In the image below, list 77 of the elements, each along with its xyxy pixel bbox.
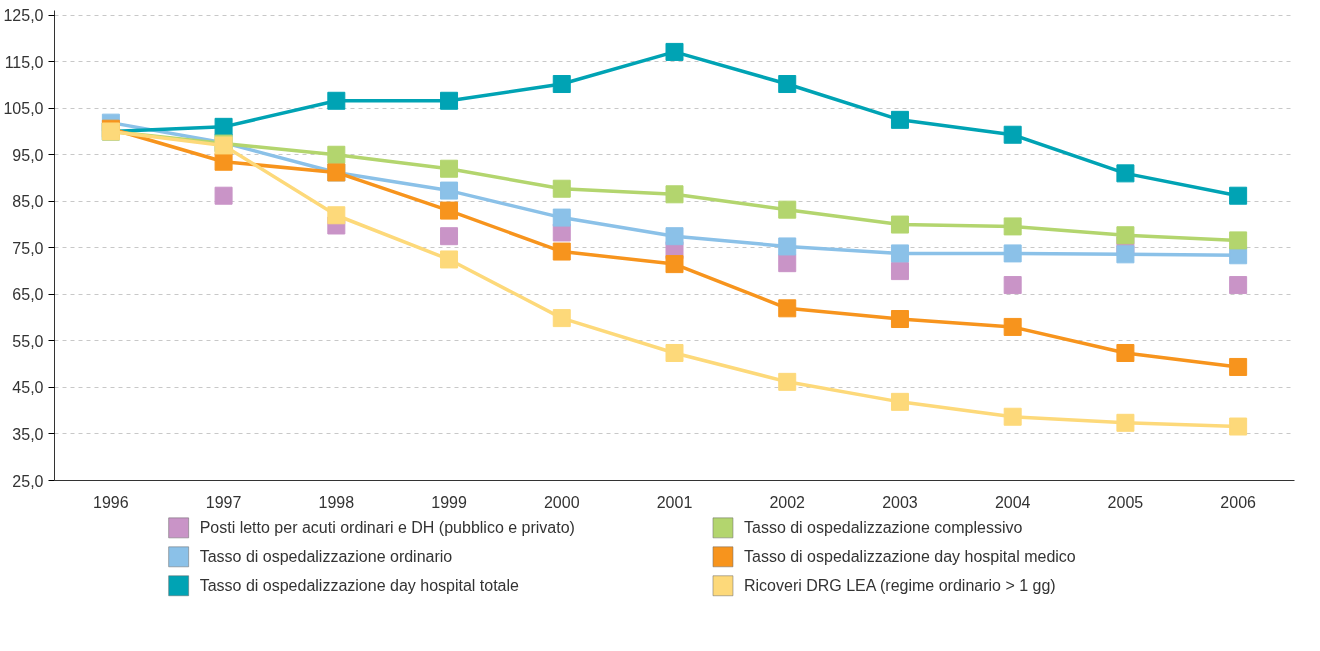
y-tick-label: 25,0	[12, 472, 44, 490]
y-tick-label: 105,0	[3, 100, 44, 118]
point	[890, 110, 909, 129]
point	[890, 262, 909, 281]
point	[327, 145, 346, 164]
point	[1116, 226, 1135, 245]
point	[552, 179, 571, 198]
point	[778, 200, 797, 219]
point	[1003, 276, 1022, 295]
point	[665, 42, 684, 61]
point	[214, 117, 233, 136]
point	[1003, 217, 1022, 236]
x-tick-label: 2003	[882, 493, 918, 511]
point	[890, 392, 909, 411]
point	[552, 309, 571, 328]
y-tick-label: 55,0	[12, 332, 44, 350]
y-tick-label: 125,0	[3, 7, 44, 25]
point	[665, 185, 684, 204]
point	[1229, 357, 1248, 376]
point	[665, 255, 684, 274]
point	[214, 152, 233, 171]
point	[1229, 417, 1248, 436]
point	[890, 310, 909, 329]
y-tick-label: 115,0	[4, 53, 44, 71]
y-tick-label: 65,0	[12, 286, 44, 304]
legend-label: Ricoveri DRG LEA (regime ordinario > 1 gg)	[743, 577, 1056, 595]
y-tick-label: 45,0	[12, 379, 44, 397]
point	[214, 186, 233, 205]
point	[1229, 186, 1248, 205]
x-tick-label: 1998	[318, 493, 355, 511]
legend-label: Posti letto per acuti ordinari e DH (pubblico e privato)	[199, 519, 575, 537]
legend-label: Tasso di ospedalizzazione ordinario	[199, 548, 453, 566]
point	[440, 159, 459, 178]
point	[1003, 407, 1022, 426]
point	[440, 250, 459, 269]
x-tick-label: 1997	[205, 493, 242, 511]
x-tick-label: 2005	[1107, 493, 1144, 511]
point	[778, 75, 797, 94]
y-tick-label: 35,0	[12, 425, 44, 443]
legend-label: Tasso di ospedalizzazione day hospital totale	[199, 577, 520, 595]
x-tick-label: 2000	[543, 493, 580, 511]
point	[440, 181, 459, 200]
y-tick-label: 85,0	[12, 193, 44, 211]
point	[1003, 244, 1022, 263]
x-tick-label: 2006	[1220, 493, 1257, 511]
point	[665, 227, 684, 246]
point	[552, 75, 571, 94]
point	[440, 227, 459, 246]
point	[327, 206, 346, 225]
x-tick-label: 2004	[994, 493, 1031, 511]
point	[1003, 125, 1022, 144]
point	[1229, 276, 1248, 295]
x-tick-label: 1996	[93, 493, 129, 511]
x-tick-label: 2002	[769, 493, 806, 511]
point	[778, 299, 797, 318]
x-tick-label: 2001	[656, 493, 693, 511]
point	[665, 344, 684, 362]
point	[778, 372, 797, 391]
legend-label: Tasso di ospedalizzazione day hospital medico	[743, 548, 1076, 566]
legend-label: Tasso di ospedalizzazione complessivo	[743, 519, 1023, 537]
point	[778, 237, 797, 256]
point	[890, 215, 909, 234]
point	[890, 244, 909, 263]
point	[1116, 413, 1135, 432]
point	[1116, 344, 1135, 362]
point	[1003, 317, 1022, 336]
y-tick-label: 95,0	[12, 146, 44, 164]
point	[440, 91, 459, 110]
point	[1229, 231, 1248, 250]
point	[552, 242, 571, 261]
point	[327, 91, 346, 110]
x-tick-label: 1999	[431, 493, 467, 511]
point	[1116, 164, 1135, 183]
point	[440, 201, 459, 220]
point	[552, 208, 571, 227]
y-tick-label: 75,0	[12, 239, 44, 257]
point	[1116, 245, 1135, 264]
